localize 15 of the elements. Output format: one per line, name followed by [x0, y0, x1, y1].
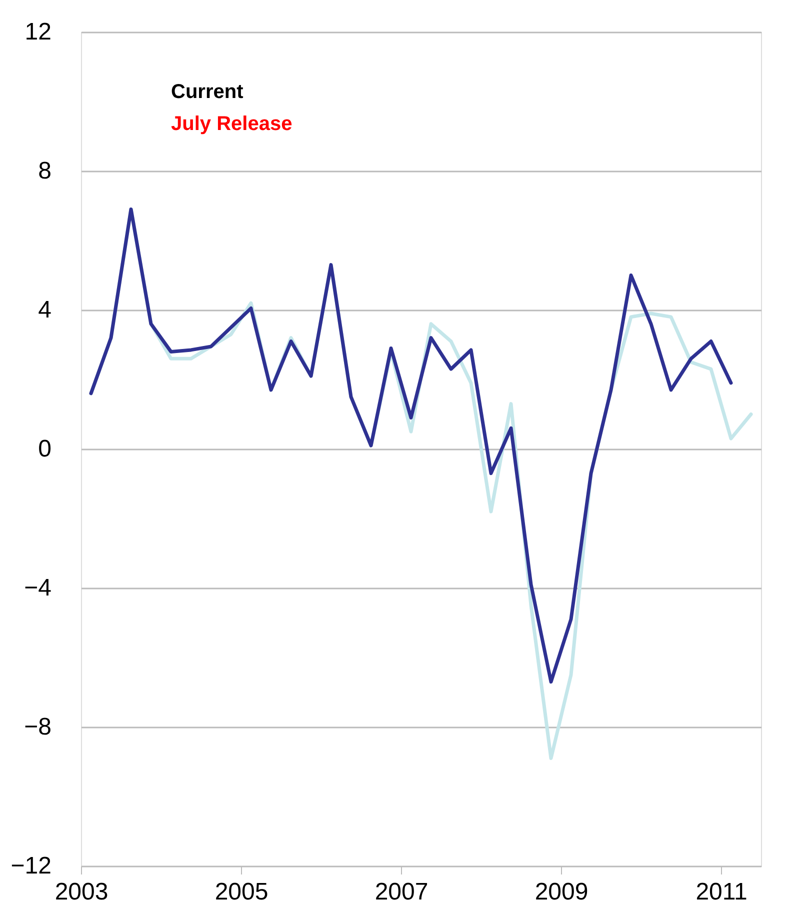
y-tick-label: −12	[10, 852, 52, 880]
y-tick-label: −8	[24, 714, 52, 740]
annotation: July Release	[171, 113, 292, 135]
y-tick-label: 4	[38, 296, 52, 324]
x-tick-label: 2003	[54, 878, 108, 906]
x-tick-label: 2007	[374, 878, 428, 906]
y-tick-label: 12	[24, 18, 52, 46]
x-tick-label: 2005	[214, 878, 268, 906]
y-tick-label: 8	[38, 158, 52, 184]
x-tick-label: 2009	[534, 878, 588, 906]
y-tick-label: −4	[24, 574, 52, 602]
line-series	[89, 207, 733, 684]
annotation: Current	[171, 81, 244, 103]
x-tick-label: 2011	[696, 878, 748, 906]
y-tick-label: 0	[38, 436, 52, 462]
